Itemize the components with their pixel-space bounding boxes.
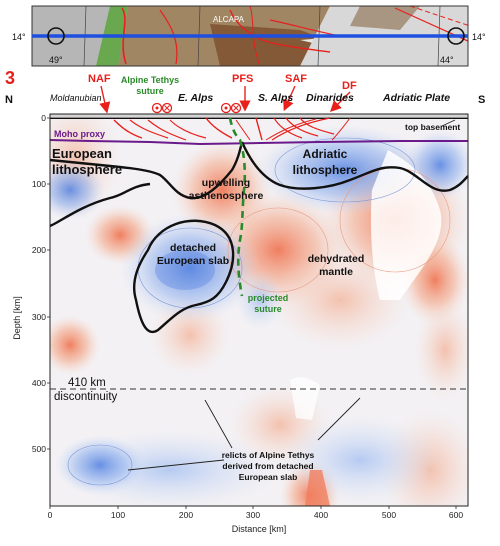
dehydrated-mantle-label-1: dehydrated xyxy=(308,253,365,265)
df-label: DF xyxy=(342,80,357,92)
european-lithosphere-label-1: European xyxy=(52,146,112,161)
y-tick-label: 200 xyxy=(32,245,46,255)
x-tick-label: 400 xyxy=(314,510,328,520)
y-axis-label: Depth [km] xyxy=(12,296,22,340)
european-lithosphere-label-2: lithosphere xyxy=(52,162,122,177)
y-tick-label: 500 xyxy=(32,444,46,454)
relicts-leader-3 xyxy=(127,459,225,471)
detached-slab-label-1: detached xyxy=(170,242,216,254)
location-map: ALCAPA 14° 14° 49° 44° xyxy=(12,5,486,67)
plot-frame xyxy=(49,113,469,507)
y-tick-label: 100 xyxy=(32,179,46,189)
projected-suture-line xyxy=(228,117,247,297)
map-lon-right: 14° xyxy=(472,32,486,42)
moho-proxy-label: Moho proxy xyxy=(54,129,105,139)
pfs-label: PFS xyxy=(232,73,253,85)
top-basement-label: top basement xyxy=(405,122,460,132)
y-tick-label: 400 xyxy=(32,378,46,388)
map-lat-left: 49° xyxy=(49,55,63,65)
upwelling-label-1: upwelling xyxy=(202,177,250,189)
north-label: N xyxy=(5,94,13,106)
x-tick-label: 300 xyxy=(246,510,260,520)
alpine-tethys-label-1: Alpine Tethys xyxy=(121,75,179,85)
south-label: S xyxy=(478,94,485,106)
detached-slab-outline xyxy=(133,219,235,334)
x-tick-label: 500 xyxy=(382,510,396,520)
relicts-leader-1 xyxy=(204,399,233,449)
relicts-leader-2 xyxy=(317,397,361,441)
x-tick-label: 600 xyxy=(449,510,463,520)
tomography-section xyxy=(49,85,469,507)
s-alps-label: S. Alps xyxy=(258,92,293,104)
y-axis: 0 100 200 300 400 500 Depth [km] xyxy=(12,113,50,454)
european-lithosphere-boundary xyxy=(49,141,244,200)
alpine-tethys-label-2: suture xyxy=(136,86,164,96)
velocity-anomaly-field xyxy=(50,114,468,506)
profile-start-marker xyxy=(47,27,65,45)
relicts-label-1: relicts of Alpine Tethys xyxy=(222,450,315,460)
adriatic-lithosphere-label-1: Adriatic xyxy=(303,147,348,161)
adriatic-lithosphere-boundary xyxy=(240,141,469,192)
x-tick-label: 100 xyxy=(111,510,125,520)
fault-traces xyxy=(113,117,351,141)
panel-label: 3 xyxy=(5,68,15,88)
adriatic-plate-label: Adriatic Plate xyxy=(382,92,450,104)
dehydrated-mantle-zone xyxy=(370,150,442,300)
map-region-label: ALCAPA xyxy=(213,15,245,24)
y-tick-label: 300 xyxy=(32,312,46,322)
x-tick-label: 200 xyxy=(179,510,193,520)
e-alps-label: E. Alps xyxy=(178,92,213,104)
relicts-label-2: derived from detached xyxy=(222,461,313,471)
adriatic-lithosphere-label-2: lithosphere xyxy=(293,163,358,177)
european-lithosphere-base xyxy=(49,182,151,228)
dinarides-label: Dinarides xyxy=(306,92,354,104)
projected-suture-label-2: suture xyxy=(254,304,282,314)
detached-slab-label-2: European slab xyxy=(157,255,229,267)
projected-suture-label-1: projected xyxy=(248,293,289,303)
saf-label: SAF xyxy=(285,73,307,85)
x-tick-label: 0 xyxy=(48,510,53,520)
moldanubian-label: Moldanubian xyxy=(50,93,102,103)
profile-end-marker xyxy=(447,27,465,45)
x-axis: 0 100 200 300 400 500 600 Distance [km] xyxy=(48,506,463,534)
y-tick-label: 0 xyxy=(41,113,46,123)
moho-proxy-line xyxy=(49,139,468,146)
discontinuity-label-2: discontinuity xyxy=(54,391,118,403)
naf-label: NAF xyxy=(88,73,111,85)
dehydrated-mantle-label-2: mantle xyxy=(319,266,353,278)
x-axis-label: Distance [km] xyxy=(232,524,287,534)
relicts-label-3: European slab xyxy=(239,472,298,482)
map-lat-right: 44° xyxy=(440,55,454,65)
map-lon-left: 14° xyxy=(12,32,26,42)
discontinuity-label-1: 410 km xyxy=(68,377,106,389)
strike-slip-symbols xyxy=(151,102,242,114)
upwelling-label-2: asthenosphere xyxy=(189,190,264,202)
